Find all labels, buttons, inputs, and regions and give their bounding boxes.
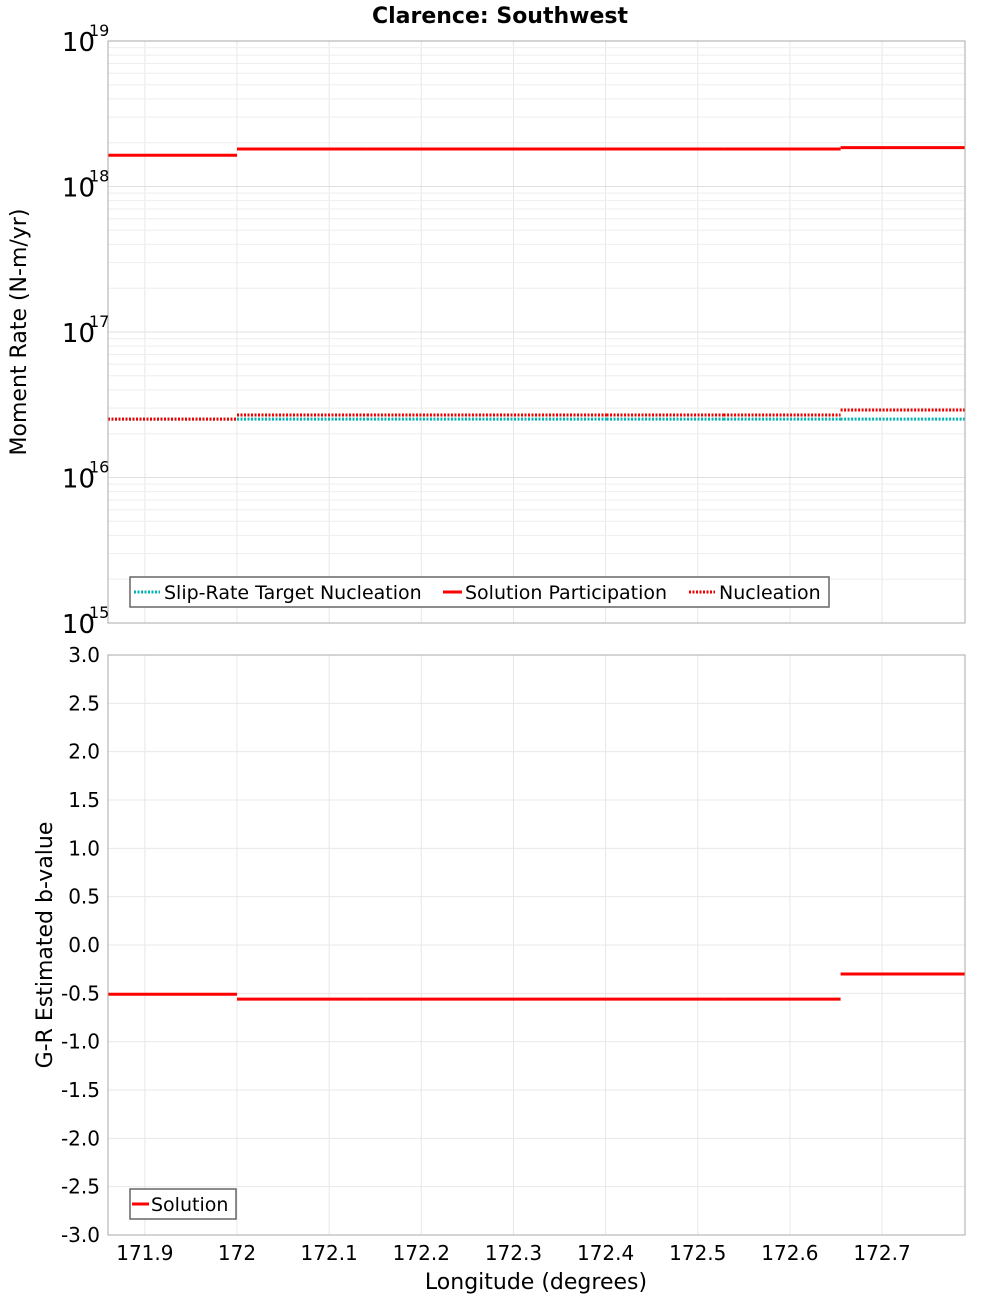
y-tick-exponent: 18: [89, 167, 109, 186]
x-tick-label: 172.1: [301, 1241, 358, 1265]
x-tick-label: 172.3: [485, 1241, 542, 1265]
y-tick-label: 0.0: [68, 933, 100, 957]
bottom-panel: 3.0 2.5 2.0 1.5 1.0 0.5 0.0 -0.5 -1.0 -1.5 -2.0 -2.…: [33, 643, 965, 1247]
y-tick-label: -3.0: [61, 1223, 100, 1247]
legend-label-solution: Solution: [151, 1194, 228, 1216]
y-tick-label: 3.0: [68, 643, 100, 667]
x-tick-label: 172.4: [577, 1241, 634, 1265]
x-tick-label: 172: [218, 1241, 256, 1265]
y-tick-label: 1.0: [68, 836, 100, 860]
x-tick-label: 171.9: [116, 1241, 173, 1265]
legend-label-solution-participation: Solution Participation: [465, 582, 667, 604]
y-tick-label: -1.5: [61, 1078, 100, 1102]
y-tick-exponent: 19: [89, 21, 109, 40]
legend-label-slip-rate-target: Slip-Rate Target Nucleation: [164, 582, 422, 604]
y-tick-label: -1.0: [61, 1030, 100, 1054]
x-tick-label: 172.5: [669, 1241, 726, 1265]
x-tick-label: 172.7: [853, 1241, 910, 1265]
bottom-y-tick-labels: 3.0 2.5 2.0 1.5 1.0 0.5 0.0 -0.5 -1.0 -1.5 -2.0 -2.…: [61, 643, 100, 1247]
y-tick-label: 2.0: [68, 740, 100, 764]
top-panel: 10191018101710161015 Moment Rate (N-m/yr…: [7, 21, 965, 640]
y-tick-label: -2.5: [61, 1175, 100, 1199]
x-tick-labels: 171.9 172 172.1 172.2 172.3 172.4 172.5 172.6 17…: [116, 1241, 910, 1265]
bottom-legend: Solution: [130, 1189, 236, 1219]
y-tick-label: 2.5: [68, 691, 100, 715]
y-tick-exponent: 15: [89, 603, 109, 622]
y-tick-label: -2.0: [61, 1126, 100, 1150]
figure: Clarence: Southwest 10191018101710161015…: [0, 0, 1000, 1300]
top-y-axis-label: Moment Rate (N-m/yr): [7, 209, 32, 456]
chart-title: Clarence: Southwest: [372, 4, 629, 29]
top-legend: Slip-Rate Target Nucleation Solution Par…: [130, 577, 829, 607]
top-y-tick-labels: 10191018101710161015: [62, 21, 109, 640]
y-tick-exponent: 17: [89, 312, 109, 331]
x-tick-label: 172.2: [393, 1241, 450, 1265]
y-tick-label: 1.5: [68, 788, 100, 812]
x-axis-label: Longitude (degrees): [425, 1270, 647, 1295]
y-tick-label: 0.5: [68, 885, 100, 909]
y-tick-exponent: 16: [89, 458, 109, 477]
bottom-y-axis-label: G-R Estimated b-value: [33, 822, 58, 1069]
y-tick-label: -0.5: [61, 981, 100, 1005]
legend-label-nucleation: Nucleation: [719, 582, 821, 604]
x-tick-label: 172.6: [761, 1241, 818, 1265]
